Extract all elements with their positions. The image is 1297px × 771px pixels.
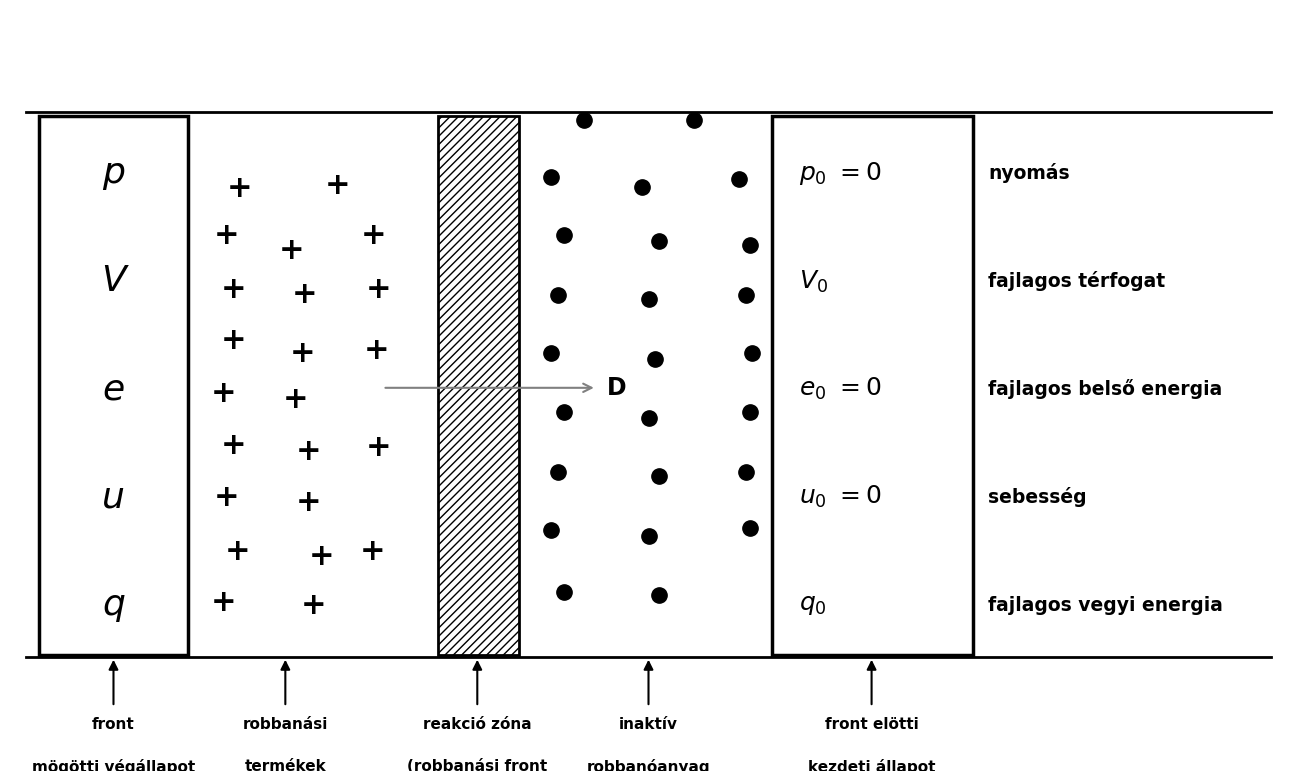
Text: +: + bbox=[289, 338, 315, 368]
Text: p: p bbox=[102, 157, 125, 190]
Bar bbox=[26, 112, 1271, 657]
Bar bbox=[438, 116, 519, 655]
Text: +: + bbox=[227, 174, 253, 204]
Text: fajlagos vegyi energia: fajlagos vegyi energia bbox=[988, 596, 1223, 614]
Text: +: + bbox=[366, 274, 392, 304]
Text: $e_0\ =0$: $e_0\ =0$ bbox=[799, 376, 881, 402]
Text: reakció zóna: reakció zóna bbox=[423, 717, 532, 732]
Text: +: + bbox=[224, 537, 250, 566]
Text: +: + bbox=[359, 537, 385, 566]
Text: $p_0\ =0$: $p_0\ =0$ bbox=[799, 160, 882, 187]
Text: +: + bbox=[292, 280, 318, 309]
Text: kezdeti állapot: kezdeti állapot bbox=[808, 759, 935, 771]
Text: fajlagos belső energia: fajlagos belső energia bbox=[988, 379, 1223, 399]
Text: +: + bbox=[283, 385, 309, 414]
Text: +: + bbox=[220, 326, 246, 355]
Text: +: + bbox=[366, 433, 392, 462]
Text: +: + bbox=[220, 274, 246, 304]
Text: +: + bbox=[210, 379, 236, 408]
Text: $V_0$: $V_0$ bbox=[799, 268, 827, 295]
Text: front elötti: front elötti bbox=[825, 717, 918, 732]
Text: V: V bbox=[101, 264, 126, 298]
Text: nyomás: nyomás bbox=[988, 163, 1070, 183]
Text: +: + bbox=[301, 591, 327, 620]
Text: +: + bbox=[214, 221, 240, 250]
Text: +: + bbox=[363, 336, 389, 365]
Text: $u_0\ =0$: $u_0\ =0$ bbox=[799, 484, 882, 510]
Text: front: front bbox=[92, 717, 135, 732]
Text: +: + bbox=[296, 488, 322, 517]
Text: u: u bbox=[102, 480, 125, 514]
Bar bbox=[772, 116, 973, 655]
Bar bbox=[39, 116, 188, 655]
Text: +: + bbox=[361, 221, 387, 250]
Text: $q_0$: $q_0$ bbox=[799, 593, 826, 618]
Text: D: D bbox=[607, 375, 626, 400]
Text: sebesség: sebesség bbox=[988, 487, 1087, 507]
Text: inaktív: inaktív bbox=[619, 717, 678, 732]
Text: +: + bbox=[220, 431, 246, 460]
Text: +: + bbox=[309, 542, 335, 571]
Bar bbox=[438, 116, 519, 655]
Text: termékek: termékek bbox=[244, 759, 327, 771]
Text: (robbanási front: (robbanási front bbox=[407, 759, 547, 771]
Text: q: q bbox=[102, 588, 125, 622]
Text: +: + bbox=[324, 170, 350, 200]
Text: robbanóanyag: robbanóanyag bbox=[586, 759, 711, 771]
Text: +: + bbox=[279, 236, 305, 265]
Text: +: + bbox=[210, 588, 236, 618]
Text: robbanási: robbanási bbox=[243, 717, 328, 732]
Text: e: e bbox=[102, 372, 125, 406]
Text: fajlagos térfogat: fajlagos térfogat bbox=[988, 271, 1166, 291]
Text: +: + bbox=[296, 436, 322, 466]
Text: mögötti végállapot: mögötti végállapot bbox=[32, 759, 195, 771]
Text: +: + bbox=[214, 483, 240, 512]
